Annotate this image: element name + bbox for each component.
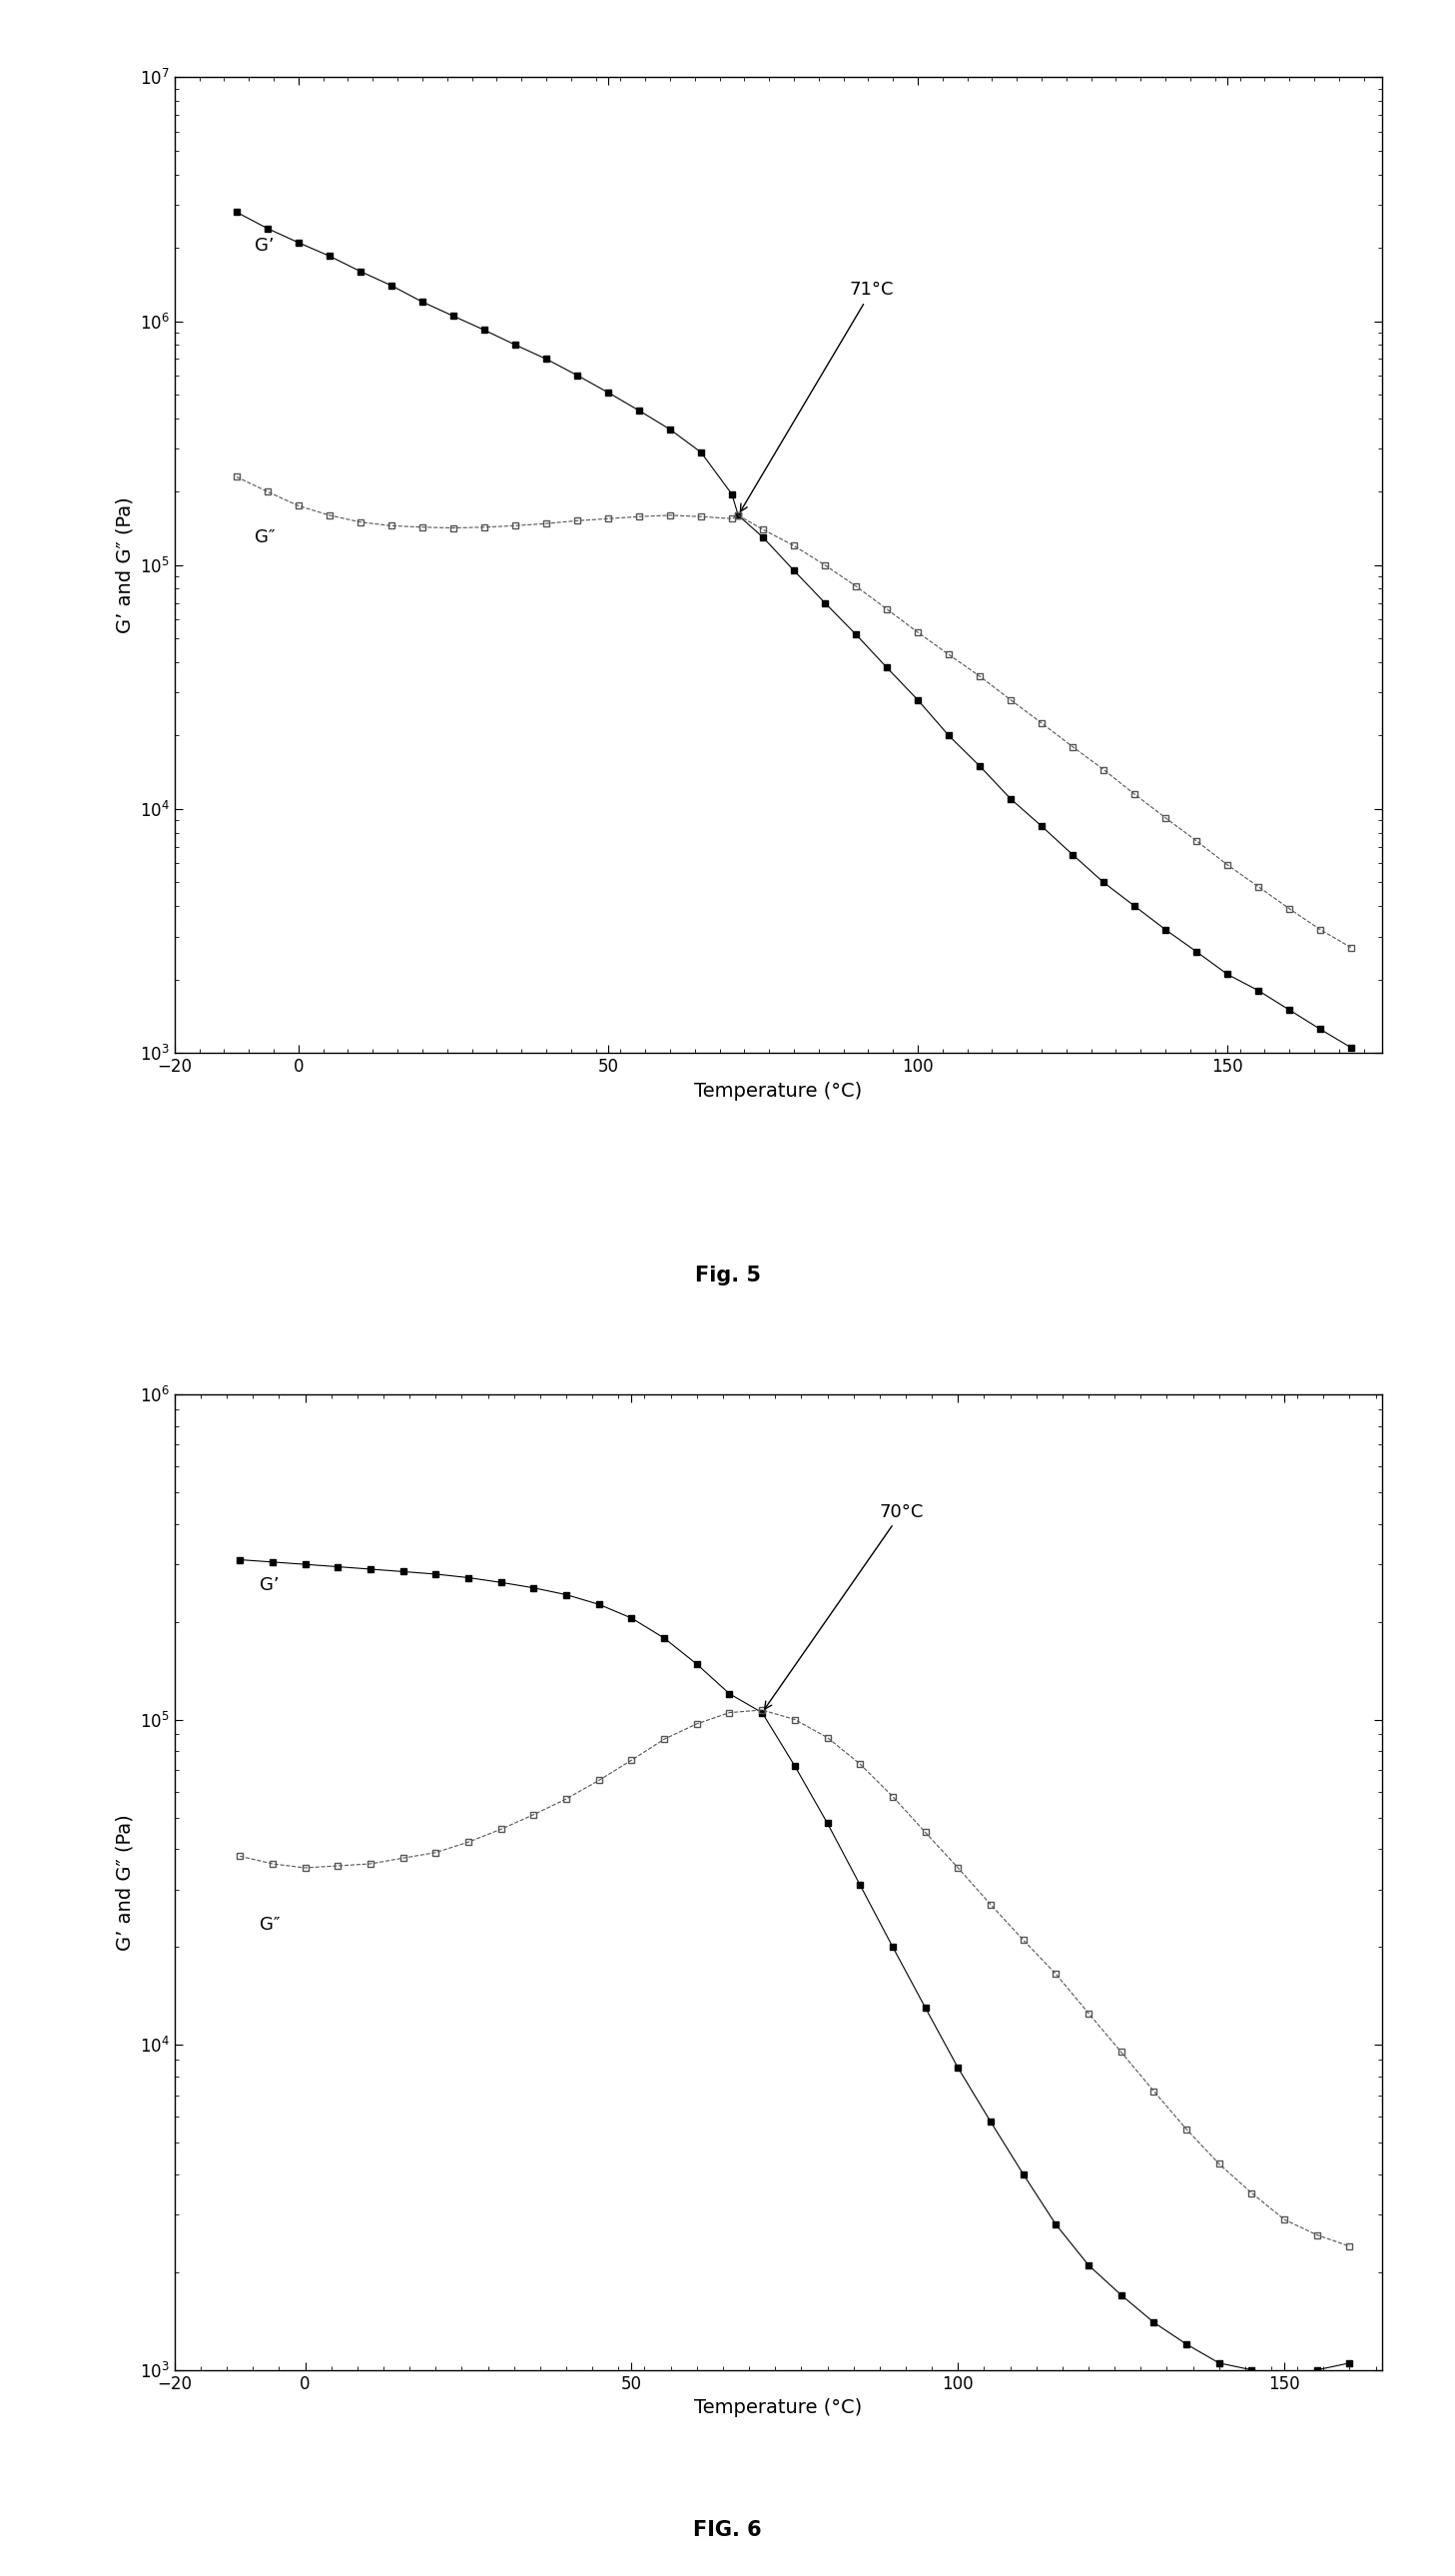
Y-axis label: G’ and G″ (Pa): G’ and G″ (Pa) bbox=[115, 497, 134, 634]
Text: G’: G’ bbox=[259, 1577, 279, 1595]
Text: G’: G’ bbox=[255, 237, 275, 255]
Text: Fig. 5: Fig. 5 bbox=[694, 1265, 761, 1285]
Y-axis label: G’ and G″ (Pa): G’ and G″ (Pa) bbox=[115, 1814, 134, 1950]
X-axis label: Temperature (°C): Temperature (°C) bbox=[694, 2398, 863, 2416]
X-axis label: Temperature (°C): Temperature (°C) bbox=[694, 1082, 863, 1100]
Text: 70°C: 70°C bbox=[764, 1502, 924, 1708]
Text: 71°C: 71°C bbox=[741, 281, 893, 513]
Text: FIG. 6: FIG. 6 bbox=[693, 2519, 762, 2540]
Text: G″: G″ bbox=[259, 1917, 279, 1935]
Text: G″: G″ bbox=[255, 528, 275, 546]
